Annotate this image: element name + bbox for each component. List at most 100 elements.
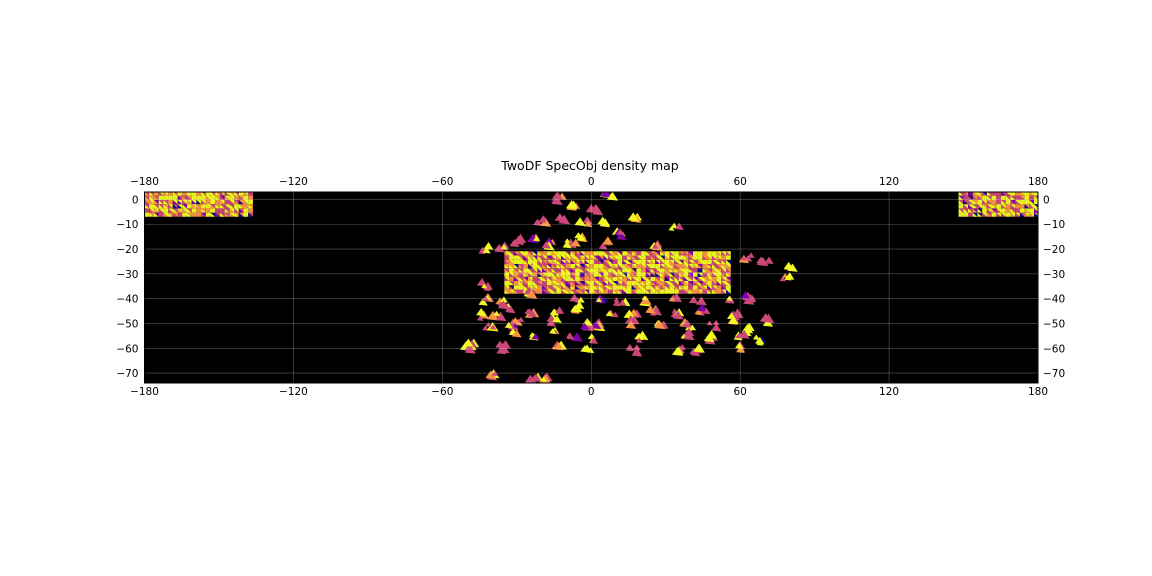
density-cell xyxy=(144,208,150,213)
density-cell xyxy=(579,276,585,281)
density-cell xyxy=(603,255,609,260)
density-cell xyxy=(201,199,206,205)
density-cell xyxy=(509,276,514,281)
density-cell xyxy=(697,280,703,286)
density-cell xyxy=(617,276,623,281)
density-cell xyxy=(669,268,675,273)
density-cell xyxy=(523,255,528,260)
density-cell xyxy=(964,192,969,196)
density-cell xyxy=(631,272,637,277)
density-cell xyxy=(248,195,253,200)
density-cell xyxy=(575,280,580,286)
density-cell xyxy=(991,195,997,200)
density-cell xyxy=(655,255,660,260)
density-cell xyxy=(556,276,561,281)
density-cell xyxy=(518,285,524,290)
density-cell xyxy=(636,276,642,281)
density-cell xyxy=(645,268,651,273)
density-cell xyxy=(659,264,665,269)
density-cell xyxy=(575,264,580,269)
density-cell xyxy=(542,276,547,281)
y-tick-label-right: −50 xyxy=(1043,318,1065,330)
density-cell xyxy=(664,259,670,265)
density-cell xyxy=(982,192,987,196)
density-cell xyxy=(589,289,594,294)
field-cell xyxy=(690,348,701,357)
density-cell xyxy=(593,276,599,281)
density-cell xyxy=(523,280,528,286)
density-cell xyxy=(631,251,637,256)
density-cell xyxy=(172,195,178,200)
density-cell xyxy=(669,264,675,269)
density-cell xyxy=(219,195,225,200)
density-cell xyxy=(229,208,235,213)
density-cell xyxy=(509,255,514,260)
density-cell xyxy=(248,192,253,196)
density-cell xyxy=(674,268,679,273)
field-cell xyxy=(551,195,563,205)
density-cell xyxy=(669,289,675,294)
density-cell xyxy=(697,264,703,269)
density-cell xyxy=(589,264,594,269)
density-cell xyxy=(650,285,656,290)
field-cell xyxy=(517,316,525,323)
density-cell xyxy=(537,289,543,294)
field-cell xyxy=(616,231,627,241)
density-cell xyxy=(726,264,731,269)
density-cell xyxy=(556,276,561,281)
density-cell xyxy=(645,289,651,294)
density-cell xyxy=(224,199,230,205)
density-cell xyxy=(1029,192,1035,196)
density-cell xyxy=(683,255,689,260)
density-cell xyxy=(579,255,585,260)
density-cell xyxy=(196,212,202,217)
density-cell xyxy=(982,212,987,217)
density-cell xyxy=(504,289,510,294)
density-cell xyxy=(664,285,670,290)
density-cell xyxy=(991,199,997,205)
density-cell xyxy=(168,204,173,209)
density-cell xyxy=(191,208,197,213)
density-cell xyxy=(570,289,576,294)
density-cell xyxy=(215,192,220,196)
density-cell xyxy=(659,289,665,294)
density-cell xyxy=(598,285,604,290)
density-cell xyxy=(1034,204,1038,209)
density-cell xyxy=(225,192,230,196)
density-cell xyxy=(612,251,618,256)
density-cell xyxy=(243,208,249,213)
density-cell xyxy=(963,204,969,209)
density-cell xyxy=(186,195,192,200)
density-cell xyxy=(608,255,613,260)
density-cell xyxy=(707,255,712,260)
density-cell xyxy=(153,212,159,217)
density-cell xyxy=(186,208,192,213)
density-cell xyxy=(215,208,220,213)
density-cell xyxy=(593,251,599,256)
density-cell xyxy=(196,208,202,213)
density-cell xyxy=(149,208,154,213)
density-cell xyxy=(556,255,561,260)
density-cell xyxy=(248,212,253,217)
density-cell xyxy=(697,268,703,273)
density-cell xyxy=(186,212,192,217)
density-cell xyxy=(504,272,510,277)
density-cell xyxy=(248,204,253,209)
density-cell xyxy=(598,264,604,269)
density-cell xyxy=(693,289,698,294)
density-cell xyxy=(716,285,722,290)
density-cell xyxy=(513,251,519,256)
field-cell xyxy=(711,323,722,332)
field-cell xyxy=(526,289,538,299)
density-cell xyxy=(968,192,973,196)
density-cell xyxy=(182,208,187,213)
density-cell xyxy=(603,276,609,281)
field-cell xyxy=(582,216,592,224)
field-cell xyxy=(491,370,499,377)
density-cell xyxy=(664,276,670,281)
density-cell xyxy=(144,212,150,217)
field-cell xyxy=(514,233,527,244)
density-cell xyxy=(551,251,557,256)
density-cell xyxy=(608,285,613,290)
density-cell xyxy=(968,192,973,196)
